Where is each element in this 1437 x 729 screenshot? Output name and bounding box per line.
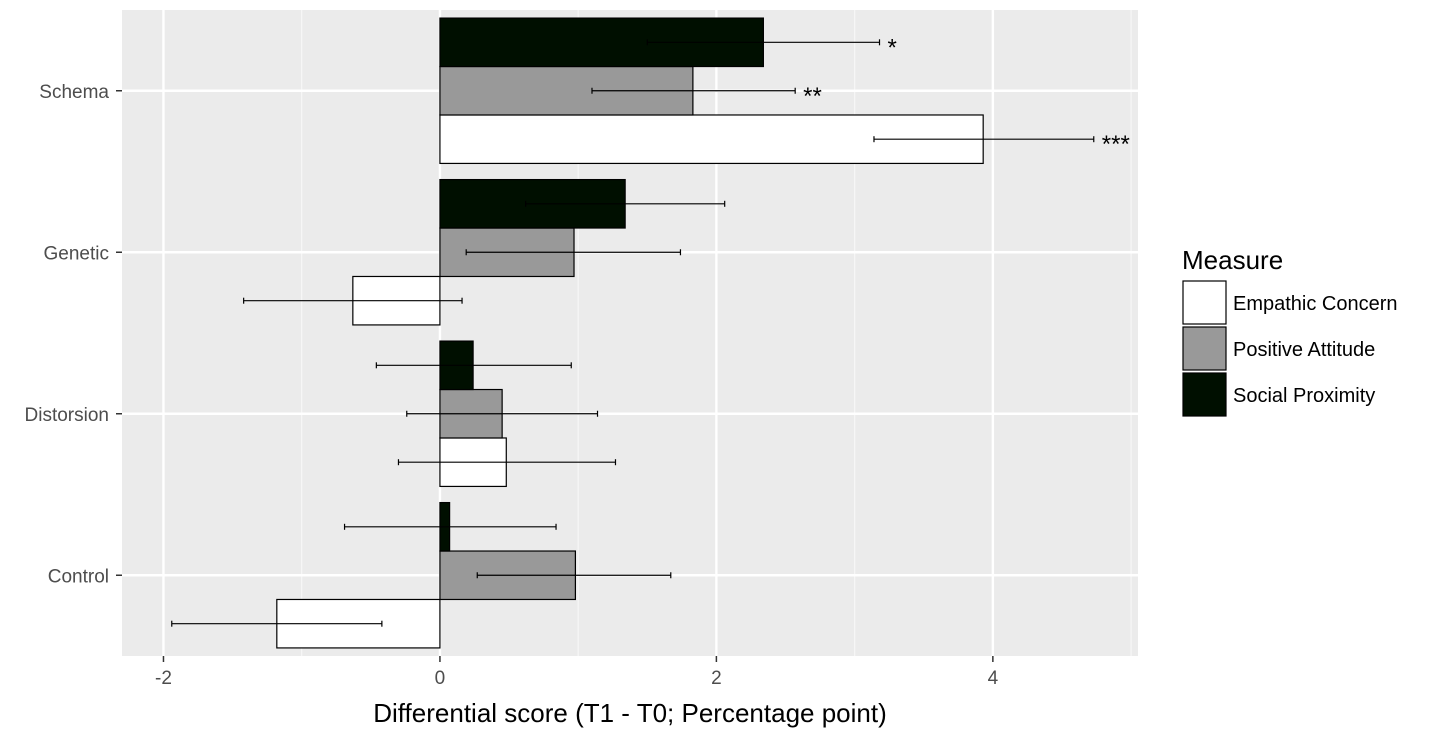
legend-items: Empathic Concern Positive Attitude Social … xyxy=(1182,280,1398,417)
x-axis: -2 0 2 4 xyxy=(155,656,999,689)
y-tick-label: Schema xyxy=(39,82,109,103)
y-tick-label: Distorsion xyxy=(25,405,109,426)
x-tick-label: 0 xyxy=(435,668,446,689)
legend-key xyxy=(1182,280,1227,325)
legend-label: Empathic Concern xyxy=(1233,293,1398,315)
significance-label: *** xyxy=(1102,131,1130,158)
y-tick-label: Control xyxy=(48,566,109,587)
legend-label: Positive Attitude xyxy=(1233,339,1375,361)
significance-labels: ****** xyxy=(803,34,1130,158)
x-tick-label: 2 xyxy=(711,668,722,689)
legend-key xyxy=(1182,326,1227,371)
error-bars xyxy=(171,39,1095,627)
x-tick-label: 4 xyxy=(988,668,999,689)
y-axis: Schema Genetic Distorsion Control xyxy=(25,82,122,587)
legend-title: Measure xyxy=(1182,245,1283,275)
x-axis-title: Differential score (T1 - T0; Percentage … xyxy=(373,698,887,728)
y-tick-label: Genetic xyxy=(44,243,109,264)
legend-label: Social Proximity xyxy=(1233,385,1375,407)
legend-key xyxy=(1182,372,1227,417)
legend: Measure Empathic Concern Positive Attitud… xyxy=(1182,245,1398,417)
significance-label: * xyxy=(888,34,897,61)
significance-label: ** xyxy=(803,83,822,110)
x-tick-label: -2 xyxy=(155,668,172,689)
